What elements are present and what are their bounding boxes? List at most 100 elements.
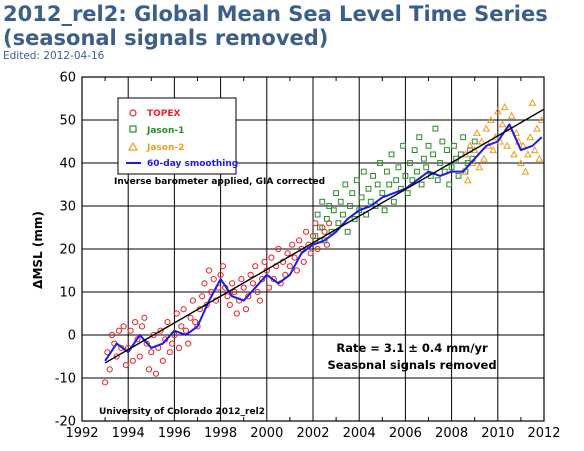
jason2-point — [477, 137, 486, 145]
source-annotation: University of Colorado 2012_rel2 — [99, 407, 265, 417]
topex-point — [224, 293, 231, 300]
jason2-point — [498, 120, 507, 128]
jason1-point — [444, 147, 450, 153]
x-tick-label: 2006 — [389, 426, 422, 441]
topex-point — [175, 344, 183, 351]
topex-point — [113, 353, 120, 360]
x-tick-label: 1998 — [204, 426, 237, 441]
topex-point — [261, 258, 268, 265]
edited-date: Edited: 2012-04-16 — [3, 50, 105, 62]
topex-point — [187, 314, 194, 321]
topex-point — [289, 241, 296, 248]
topex-point — [152, 370, 160, 377]
jason2-point — [523, 150, 532, 158]
topex-point — [205, 267, 213, 274]
legend-jason2-marker — [127, 141, 139, 151]
topex-point — [249, 280, 257, 287]
jason2-point — [475, 163, 484, 171]
topex-point — [284, 250, 291, 257]
topex-point — [252, 263, 259, 270]
jason1-point — [400, 142, 406, 149]
jason1-point — [370, 173, 376, 179]
jason1-point — [432, 125, 439, 132]
jason1-point — [395, 164, 402, 171]
jason1-point — [379, 190, 386, 196]
x-tick-label: 2010 — [481, 426, 514, 441]
jason1-point — [337, 198, 344, 205]
jason1-point — [374, 181, 381, 188]
y-axis-label: ΔMSL (mm) — [31, 211, 45, 289]
jason1-point — [330, 207, 337, 214]
jason2-point — [473, 128, 481, 136]
plot-frame — [81, 76, 545, 422]
jason2-point — [466, 141, 474, 149]
topex-point — [166, 349, 173, 356]
topex-point — [185, 340, 192, 347]
jason1-point — [377, 160, 383, 166]
x-tick-labels: 1992 1994 1996 1998 2000 2002 2004 2006 2008 2010… — [65, 426, 560, 441]
jason2-point — [533, 124, 541, 132]
jason1-point — [365, 185, 372, 192]
jason1-point — [416, 134, 423, 141]
topex-point — [173, 310, 180, 317]
jason2-point — [482, 124, 491, 132]
legend-jason1-marker — [129, 125, 137, 133]
legend-topex-marker — [129, 109, 137, 117]
jason1-point — [358, 194, 365, 201]
topex-point — [157, 327, 164, 334]
topex-point — [180, 306, 187, 313]
jason2-point — [480, 154, 488, 162]
topex-point — [240, 284, 247, 291]
jason1-point — [333, 190, 340, 196]
topex-point — [321, 228, 328, 235]
jason1-point — [448, 164, 455, 171]
trend-series — [104, 108, 544, 364]
jason2-point — [526, 133, 534, 141]
topex-point — [300, 258, 307, 265]
jason2-point — [489, 146, 498, 154]
topex-point — [275, 245, 282, 253]
jason1-point — [344, 228, 351, 235]
jason1-point — [347, 203, 353, 209]
topex-point — [238, 276, 245, 283]
jason1-point — [423, 164, 430, 171]
topex-point — [134, 336, 141, 343]
topex-point — [210, 276, 217, 283]
jason1-point — [349, 190, 356, 196]
jason1-point — [460, 134, 467, 141]
jason1-point — [340, 211, 346, 218]
topex-point — [194, 323, 201, 330]
topex-point — [150, 331, 157, 339]
jason1-point — [360, 168, 367, 175]
jason1-point — [381, 207, 388, 214]
jason2-point — [517, 158, 525, 166]
topex-point — [254, 288, 261, 296]
topex-point — [138, 323, 146, 330]
ib-annotation: Inverse barometer applied, GIA corrected — [114, 177, 325, 187]
jason1-point — [439, 138, 446, 145]
topex-point — [141, 314, 148, 321]
jason2-point — [530, 146, 539, 154]
topex-point — [291, 254, 298, 261]
topex-point — [178, 323, 185, 330]
topex-point — [199, 293, 206, 300]
topex-point — [148, 349, 155, 356]
y-tick-label: 60 — [59, 71, 76, 86]
jason1-point — [430, 151, 437, 158]
topex-point — [233, 310, 240, 317]
topex-point — [302, 228, 310, 235]
jason1-point — [451, 142, 457, 149]
topex-point — [145, 366, 153, 373]
topex-point — [120, 323, 127, 330]
jason1-point — [393, 177, 400, 184]
topex-point — [314, 245, 321, 253]
jason1-point — [342, 181, 349, 188]
legend-jason2-label: Jason-2 — [146, 143, 184, 153]
y-tick-label: 10 — [59, 286, 76, 301]
jason1-point — [411, 147, 418, 153]
jason1-point — [386, 181, 393, 188]
jason1-point — [353, 177, 360, 184]
jason1-point — [388, 151, 395, 158]
jason1-point — [407, 160, 413, 166]
x-tick-label: 2012 — [527, 426, 560, 441]
